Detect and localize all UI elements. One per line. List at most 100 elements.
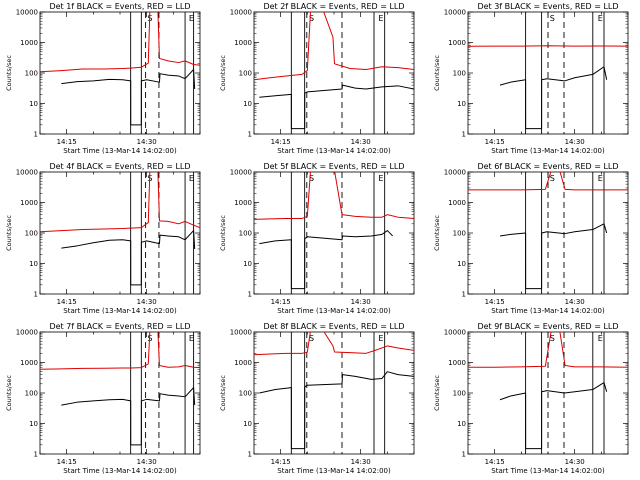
y-tick-label: 100 bbox=[239, 230, 252, 238]
x-tick-label: 14:30 bbox=[351, 458, 371, 466]
panel-det-3: 14:15 14:30 1 10 100 1000 10000 S E Det 3f BLACK … bbox=[433, 2, 629, 155]
y-tick-label: 10 bbox=[457, 100, 466, 108]
y-tick-label: 1000 bbox=[20, 359, 38, 367]
y-axis-label: Counts/sec bbox=[5, 375, 13, 411]
marker-label: E bbox=[189, 174, 194, 183]
y-tick-label: 10 bbox=[457, 420, 466, 428]
y-tick-label: 10 bbox=[29, 420, 38, 428]
panel-title: Det 9f BLACK = Events, RED = LLD bbox=[477, 322, 618, 331]
y-tick-label: 1000 bbox=[20, 199, 38, 207]
x-tick-label: 14:15 bbox=[485, 298, 505, 306]
y-tick-label: 1 bbox=[462, 291, 466, 299]
x-tick-label: 14:15 bbox=[485, 458, 505, 466]
x-axis-label: Start Time (13-Mar-14 14:02:00) bbox=[491, 147, 605, 155]
panel-title: Det 6f BLACK = Events, RED = LLD bbox=[477, 162, 618, 171]
y-tick-label: 1 bbox=[462, 451, 466, 459]
series-events-line bbox=[259, 84, 414, 130]
panel-det-8: 14:15 14:30 1 10 100 1000 10000 S E Det 8f BLACK … bbox=[219, 322, 415, 475]
y-tick-label: 10 bbox=[243, 260, 252, 268]
x-tick-label: 14:15 bbox=[271, 458, 291, 466]
y-tick-label: 10000 bbox=[16, 9, 38, 17]
y-tick-label: 100 bbox=[25, 70, 38, 78]
y-axis-label: Counts/sec bbox=[5, 55, 13, 91]
y-tick-label: 1 bbox=[34, 451, 38, 459]
x-axis-label: Start Time (13-Mar-14 14:02:00) bbox=[277, 147, 391, 155]
panel-title: Det 8f BLACK = Events, RED = LLD bbox=[263, 322, 404, 331]
x-tick-label: 14:30 bbox=[351, 298, 371, 306]
y-axis-label: Counts/sec bbox=[433, 375, 441, 411]
x-axis-label: Start Time (13-Mar-14 14:02:00) bbox=[63, 147, 177, 155]
x-tick-label: 14:15 bbox=[57, 298, 77, 306]
series-lld-line bbox=[40, 332, 200, 370]
panel-det-6: 14:15 14:30 1 10 100 1000 10000 S E Det 6f BLACK … bbox=[433, 162, 629, 315]
y-tick-label: 100 bbox=[25, 230, 38, 238]
series-lld-line bbox=[40, 12, 200, 73]
y-tick-label: 1000 bbox=[448, 359, 466, 367]
panel-title: Det 2f BLACK = Events, RED = LLD bbox=[263, 2, 404, 11]
x-tick-label: 14:30 bbox=[351, 138, 371, 146]
y-tick-label: 10000 bbox=[230, 169, 252, 177]
series-lld-line bbox=[254, 12, 414, 81]
plot-frame bbox=[39, 171, 201, 295]
y-tick-label: 100 bbox=[453, 390, 466, 398]
x-tick-label: 14:30 bbox=[137, 298, 157, 306]
y-tick-label: 10000 bbox=[444, 9, 466, 17]
y-axis-label: Counts/sec bbox=[219, 215, 227, 251]
y-axis-label: Counts/sec bbox=[433, 55, 441, 91]
y-tick-label: 1 bbox=[248, 451, 252, 459]
y-tick-label: 10 bbox=[457, 260, 466, 268]
series-lld-line bbox=[468, 332, 628, 368]
marker-label: E bbox=[598, 334, 603, 343]
x-axis-label: Start Time (13-Mar-14 14:02:00) bbox=[277, 467, 391, 475]
y-tick-label: 1 bbox=[34, 291, 38, 299]
x-tick-label: 14:15 bbox=[271, 298, 291, 306]
y-tick-label: 1000 bbox=[448, 199, 466, 207]
y-tick-label: 100 bbox=[453, 230, 466, 238]
y-tick-label: 1 bbox=[462, 131, 466, 139]
plot-frame bbox=[253, 11, 415, 135]
panel-det-2: 14:15 14:30 1 10 100 1000 10000 S E Det 2f BLACK … bbox=[219, 2, 415, 155]
panel-title: Det 1f BLACK = Events, RED = LLD bbox=[49, 2, 190, 11]
panel-det-5: 14:15 14:30 1 10 100 1000 10000 S E Det 5f BLACK … bbox=[219, 162, 415, 315]
plot-frame bbox=[253, 331, 415, 455]
marker-label: E bbox=[598, 14, 603, 23]
y-tick-label: 10 bbox=[243, 100, 252, 108]
marker-label: S bbox=[550, 14, 555, 23]
marker-label: S bbox=[309, 14, 314, 23]
series-events-line bbox=[499, 66, 608, 130]
x-axis-label: Start Time (13-Mar-14 14:02:00) bbox=[491, 307, 605, 315]
marker-label: E bbox=[378, 174, 383, 183]
x-axis-label: Start Time (13-Mar-14 14:02:00) bbox=[277, 307, 391, 315]
y-tick-label: 100 bbox=[25, 390, 38, 398]
y-tick-label: 1 bbox=[248, 131, 252, 139]
panel-det-9: 14:15 14:30 1 10 100 1000 10000 S E Det 9f BLACK … bbox=[433, 322, 629, 475]
series-events-line bbox=[499, 223, 608, 290]
x-tick-label: 14:30 bbox=[565, 458, 585, 466]
panel-title: Det 7f BLACK = Events, RED = LLD bbox=[49, 322, 190, 331]
series-lld-line bbox=[254, 172, 414, 220]
marker-label: E bbox=[598, 174, 603, 183]
series-lld-line bbox=[254, 332, 414, 356]
x-tick-label: 14:15 bbox=[485, 138, 505, 146]
series-events-line bbox=[259, 371, 414, 450]
panel-title: Det 5f BLACK = Events, RED = LLD bbox=[263, 162, 404, 171]
y-axis-label: Counts/sec bbox=[219, 55, 227, 91]
y-tick-label: 10000 bbox=[230, 9, 252, 17]
y-axis-label: Counts/sec bbox=[433, 215, 441, 251]
panel-title: Det 3f BLACK = Events, RED = LLD bbox=[477, 2, 618, 11]
y-tick-label: 10 bbox=[29, 260, 38, 268]
y-tick-label: 1000 bbox=[20, 39, 38, 47]
y-axis-label: Counts/sec bbox=[219, 375, 227, 411]
marker-label: S bbox=[550, 174, 555, 183]
plot-frame bbox=[39, 11, 201, 135]
panel-title: Det 4f BLACK = Events, RED = LLD bbox=[49, 162, 190, 171]
marker-label: S bbox=[309, 334, 314, 343]
y-tick-label: 10000 bbox=[16, 169, 38, 177]
x-tick-label: 14:15 bbox=[57, 458, 77, 466]
marker-label: E bbox=[189, 334, 194, 343]
y-tick-label: 1 bbox=[248, 291, 252, 299]
